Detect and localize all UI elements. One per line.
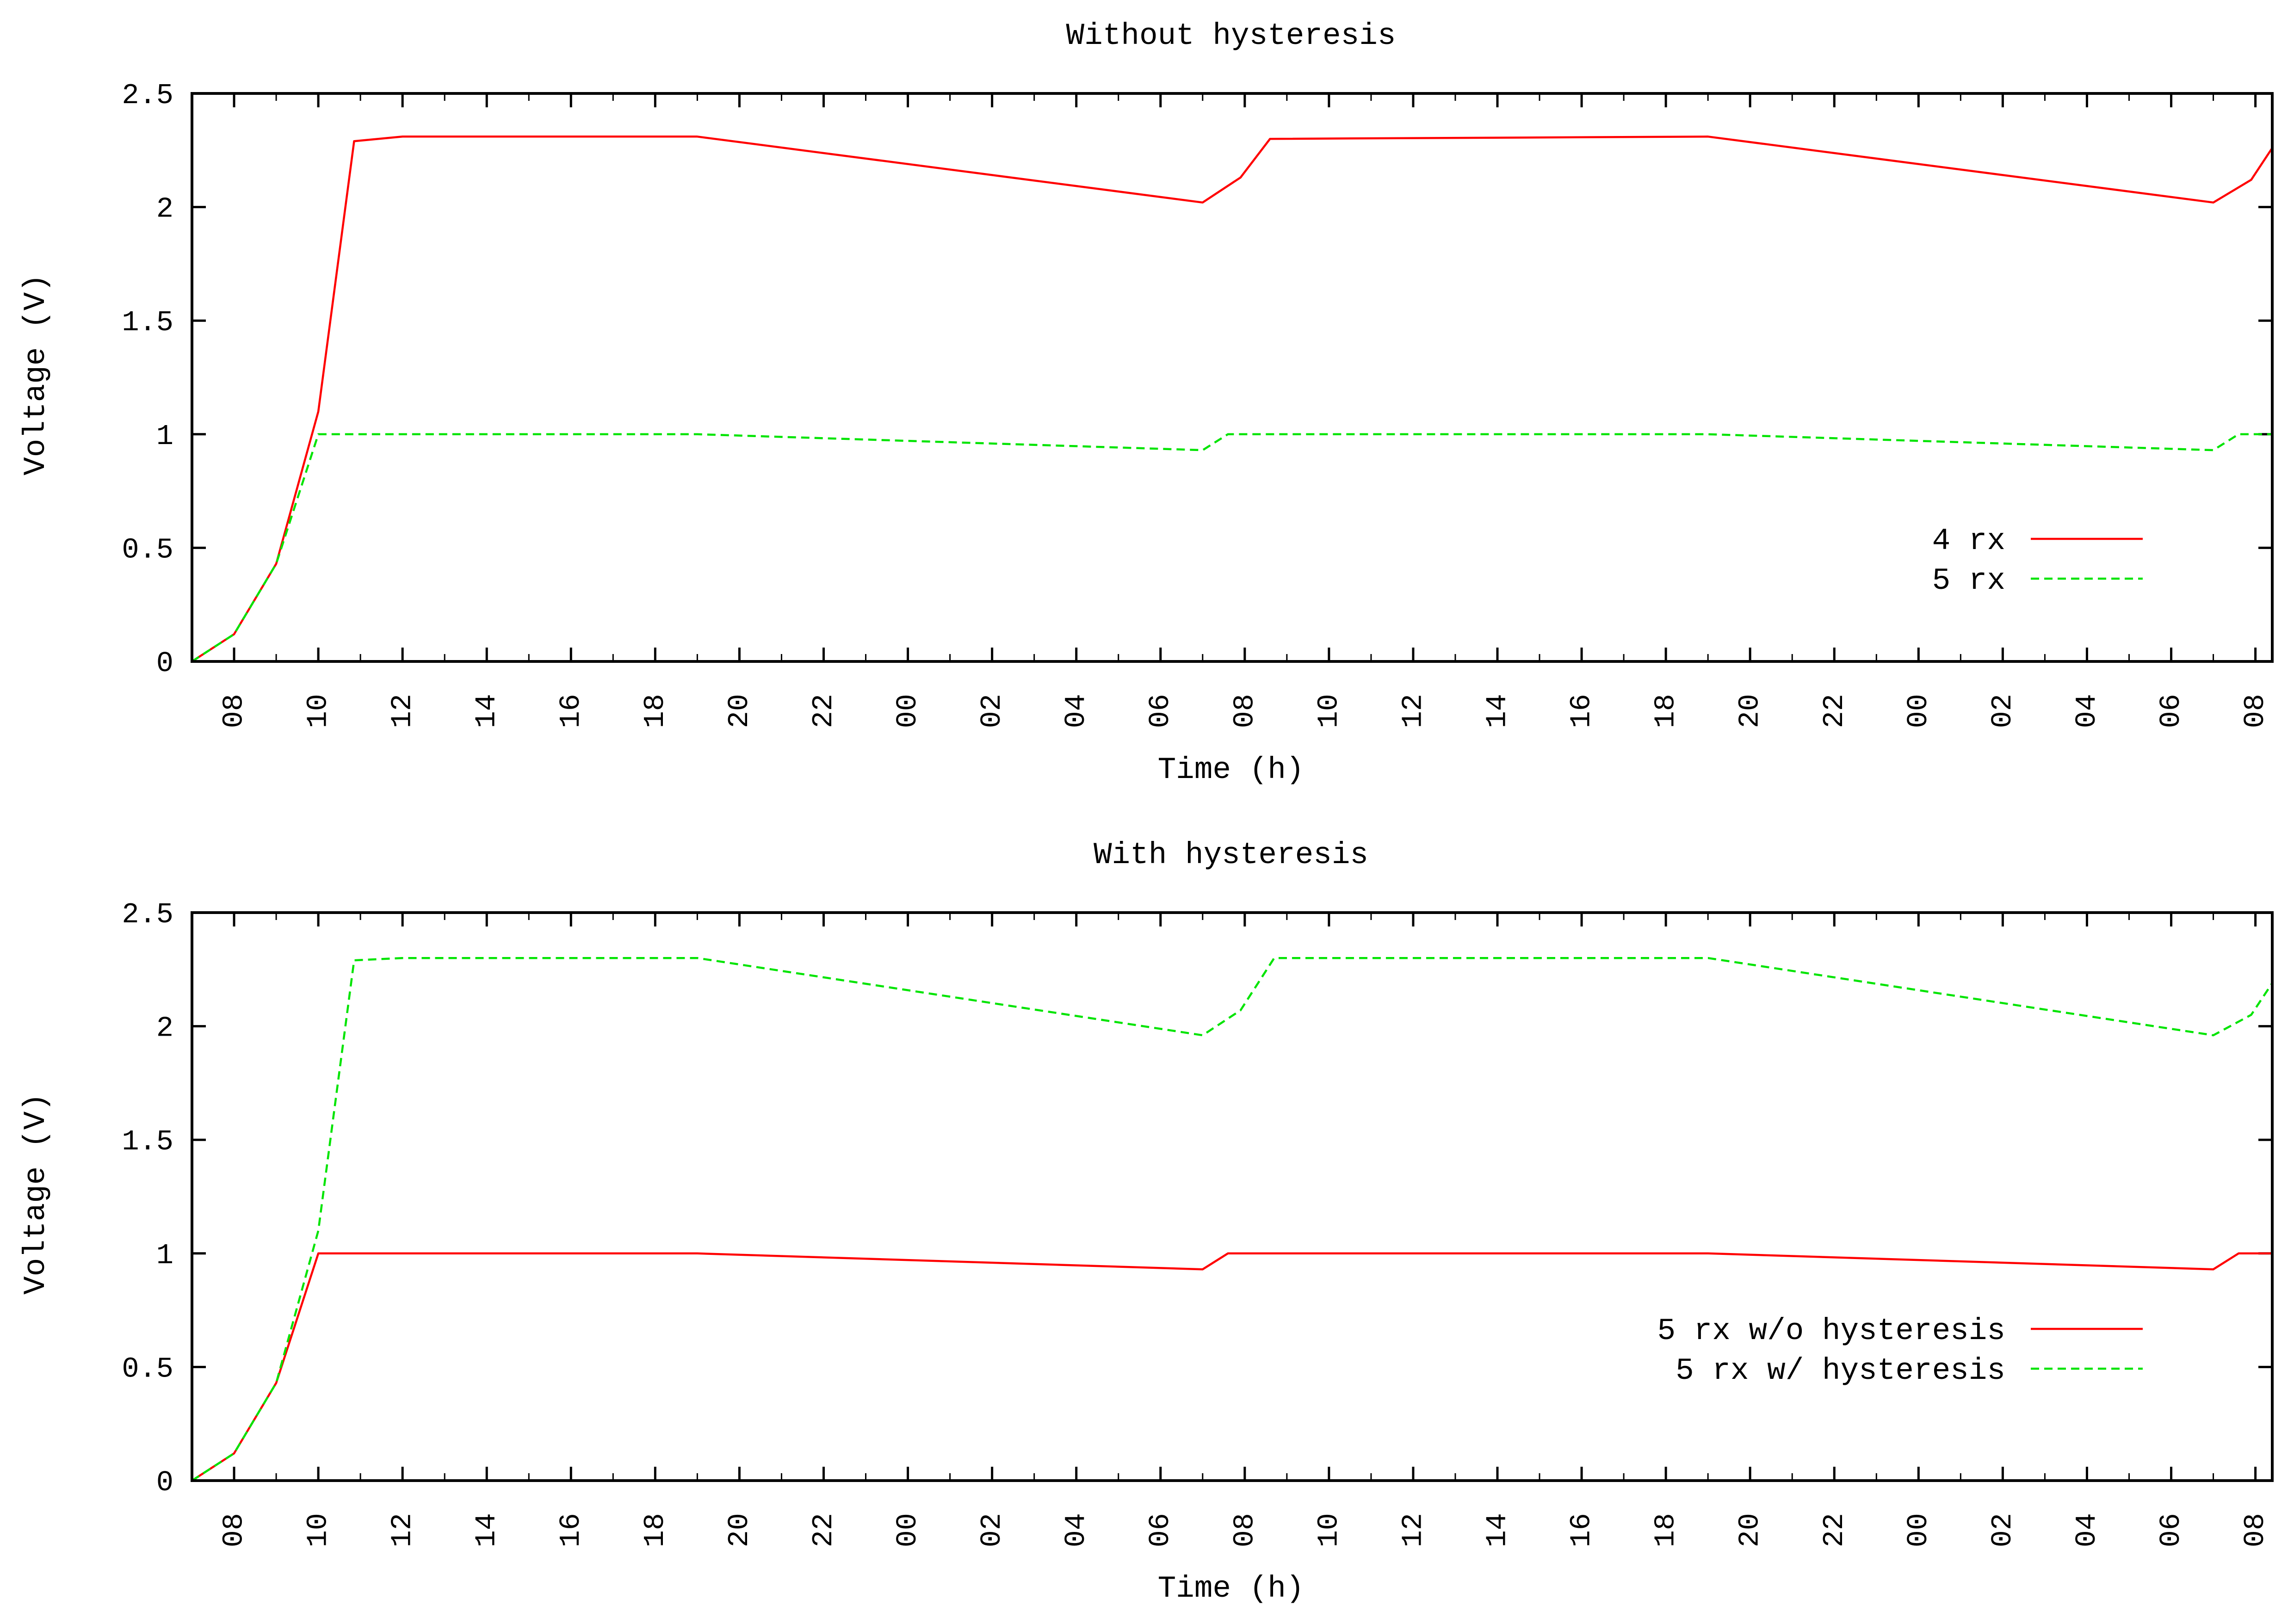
x-tick-label: 04 [2071, 694, 2103, 728]
x-tick-label: 18 [1650, 1513, 1682, 1547]
y-tick-label: 1 [156, 1239, 173, 1272]
legend: 4 rx 5 rx [1932, 524, 2143, 598]
x-tick-label: 00 [891, 694, 924, 728]
x-tick-label: 22 [807, 694, 840, 728]
y-tick-label: 2 [156, 1012, 173, 1045]
plot-frame [191, 911, 2274, 1482]
x-tick-label: 14 [470, 694, 503, 728]
axis-ticks: 0 0.5 1 1.5 2 2.5 08 10 12 14 16 18 20 22 00 02 04 06 08 10… [122, 79, 2272, 728]
x-tick-label: 14 [1481, 1513, 1514, 1547]
x-tick-label: 22 [1818, 694, 1851, 728]
x-tick-label: 14 [1481, 694, 1514, 728]
x-tick-label: 02 [1986, 694, 2019, 728]
x-tick-label: 20 [1734, 694, 1767, 728]
x-tick-label: 08 [2239, 1513, 2272, 1547]
x-tick-label: 20 [1734, 1513, 1767, 1547]
x-tick-label: 06 [1144, 1513, 1177, 1547]
x-tick-label: 10 [302, 1513, 335, 1547]
x-tick-label: 08 [1228, 1513, 1261, 1547]
y-tick-label: 1 [156, 420, 173, 453]
chart-panel-without-hysteresis: Without hysteresis Voltage (V) Time (h) … [19, 19, 2274, 787]
x-tick-label: 12 [1397, 1513, 1429, 1547]
x-tick-label: 02 [976, 694, 1008, 728]
x-tick-label: 04 [1060, 1513, 1093, 1547]
x-tick-label: 18 [1650, 694, 1682, 728]
series-line-5-rx-w-o-hysteresis [191, 1252, 2272, 1482]
x-tick-label: 08 [2239, 694, 2272, 728]
series-line-4-rx [191, 136, 2273, 662]
x-tick-label: 14 [470, 1513, 503, 1547]
x-axis-label: Time (h) [1158, 753, 1305, 787]
x-tick-label: 00 [1902, 694, 1935, 728]
x-tick-label: 18 [639, 1513, 672, 1547]
plot-frame [191, 92, 2274, 663]
x-tick-label: 16 [1565, 694, 1598, 728]
legend: 5 rx w/o hysteresis 5 rx w/ hysteresis [1657, 1314, 2143, 1388]
x-tick-label: 06 [2155, 1513, 2188, 1547]
series-line-5-rx [191, 433, 2272, 662]
x-tick-label: 20 [723, 1513, 756, 1547]
y-tick-label: 0 [156, 647, 173, 680]
series-line-5-rx-w-hysteresis [191, 957, 2273, 1482]
y-tick-label: 1.5 [122, 306, 173, 339]
x-tick-label: 22 [807, 1513, 840, 1547]
x-tick-label: 06 [1144, 694, 1177, 728]
x-tick-label: 00 [891, 1513, 924, 1547]
x-tick-label: 10 [1312, 1513, 1345, 1547]
x-tick-label: 02 [1986, 1513, 2019, 1547]
x-tick-label: 18 [639, 694, 672, 728]
y-tick-label: 0.5 [122, 1352, 173, 1385]
y-tick-label: 0.5 [122, 533, 173, 566]
y-tick-label: 2.5 [122, 898, 173, 931]
x-tick-label: 10 [302, 694, 335, 728]
x-tick-label: 12 [1397, 694, 1429, 728]
x-tick-label: 16 [555, 1513, 587, 1547]
x-tick-label: 06 [2155, 694, 2188, 728]
x-tick-label: 20 [723, 694, 756, 728]
x-tick-label: 16 [555, 694, 587, 728]
x-tick-label: 12 [386, 694, 419, 728]
y-tick-label: 0 [156, 1466, 173, 1499]
chart-panel-with-hysteresis: With hysteresis Voltage (V) Time (h) 0 0.… [19, 838, 2274, 1606]
x-tick-label: 10 [1312, 694, 1345, 728]
x-tick-label: 02 [976, 1513, 1008, 1547]
chart-title: With hysteresis [1094, 838, 1368, 872]
y-tick-label: 1.5 [122, 1125, 173, 1158]
series-layer [191, 957, 2273, 1482]
legend-label: 5 rx [1932, 563, 2005, 598]
x-tick-label: 04 [1060, 694, 1093, 728]
y-tick-label: 2.5 [122, 79, 173, 112]
x-tick-label: 16 [1565, 1513, 1598, 1547]
y-axis-label: Voltage (V) [19, 1093, 53, 1295]
x-tick-label: 22 [1818, 1513, 1851, 1547]
chart-title: Without hysteresis [1066, 19, 1396, 53]
y-axis-label: Voltage (V) [19, 274, 53, 475]
x-tick-label: 08 [1228, 694, 1261, 728]
legend-label: 4 rx [1932, 524, 2005, 558]
x-tick-label: 00 [1902, 1513, 1935, 1547]
x-tick-label: 08 [218, 1513, 251, 1547]
series-layer [191, 136, 2273, 662]
x-tick-label: 12 [386, 1513, 419, 1547]
legend-label: 5 rx w/o hysteresis [1657, 1314, 2005, 1348]
x-axis-label: Time (h) [1158, 1571, 1305, 1606]
x-tick-label: 08 [218, 694, 251, 728]
y-tick-label: 2 [156, 193, 173, 226]
legend-label: 5 rx w/ hysteresis [1676, 1353, 2005, 1388]
x-tick-label: 04 [2071, 1513, 2103, 1547]
